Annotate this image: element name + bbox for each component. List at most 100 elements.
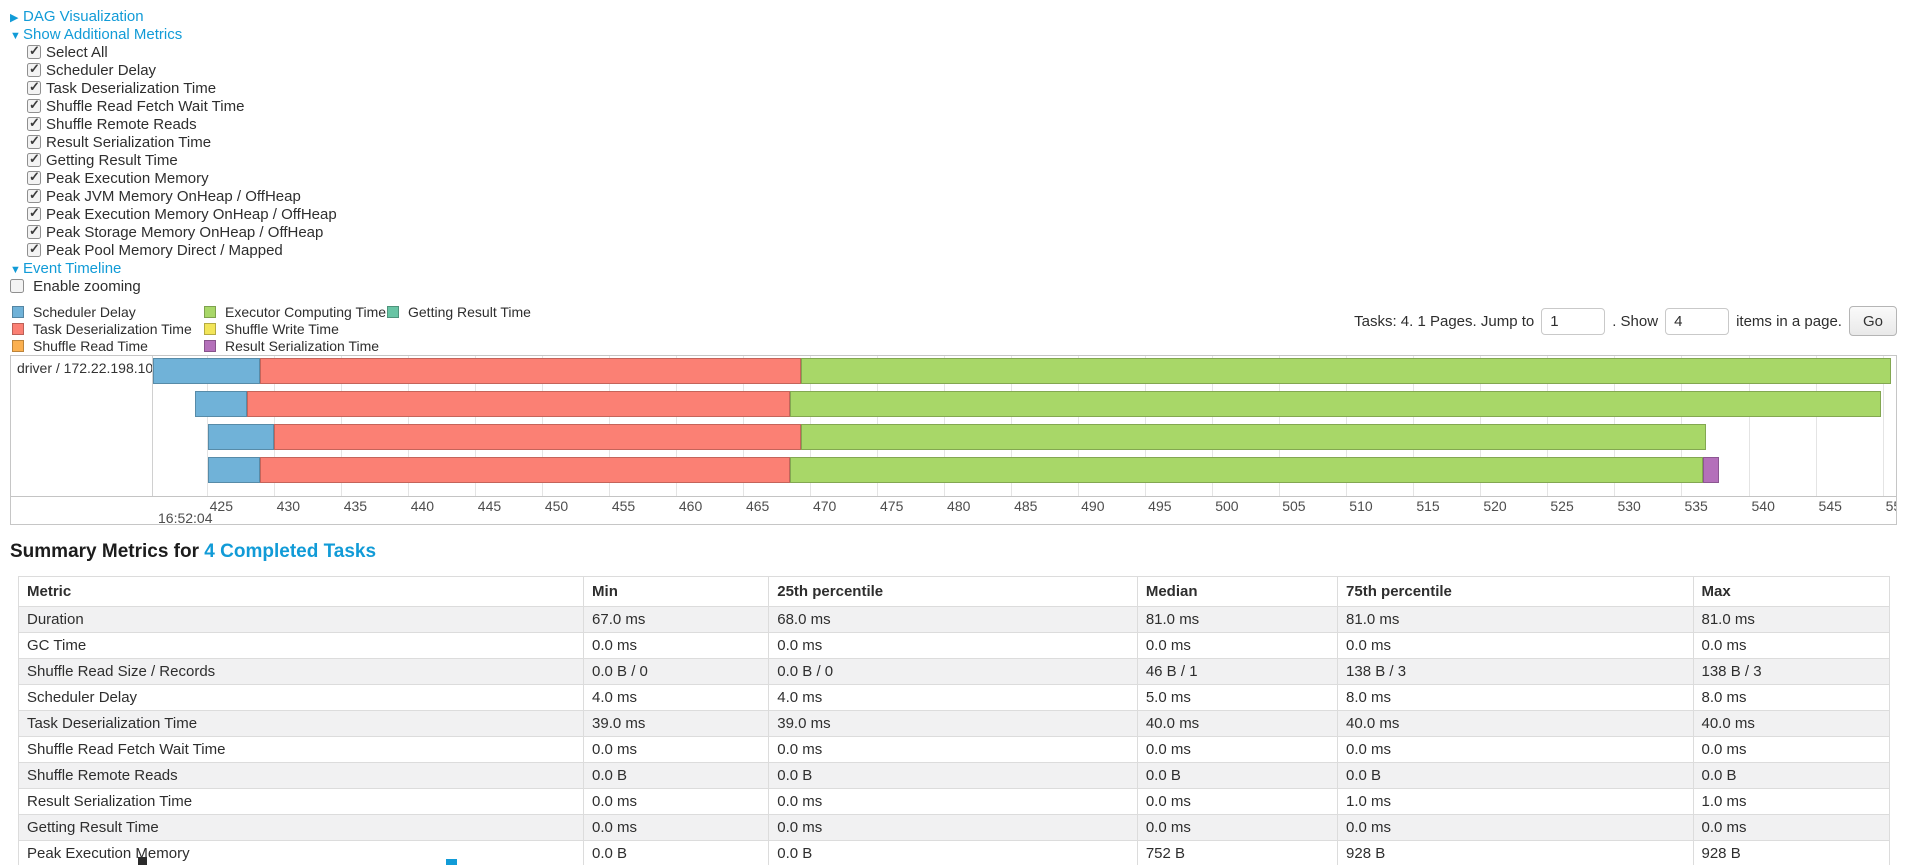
metric-value-cell: 0.0 ms: [1136, 736, 1339, 763]
task-deserialization-bar-segment[interactable]: [273, 424, 801, 450]
gridline: [1815, 356, 1817, 496]
metric-checkbox[interactable]: [27, 97, 41, 113]
metric-value-cell: 0.0 ms: [1692, 814, 1890, 841]
metric-value-cell: 0.0 B: [1692, 762, 1890, 789]
axis-tick-label: 525: [1550, 498, 1574, 514]
axis-tick-label: 500: [1215, 498, 1239, 514]
legend-label: Result Serialization Time: [225, 338, 380, 354]
metric-checkbox[interactable]: [27, 79, 41, 95]
task-deserialization-bar-segment[interactable]: [246, 391, 790, 417]
legend-column: Executor Computing Time Shuffle Write Tim…: [204, 304, 387, 355]
axis-tick-label: 485: [1014, 498, 1038, 514]
axis-tick-label: 515: [1416, 498, 1440, 514]
axis-tick-label: 455: [611, 498, 636, 514]
scheduler-delay-bar-segment[interactable]: [207, 424, 274, 450]
scheduler-delay-bar-segment[interactable]: [207, 457, 261, 483]
metric-checkbox[interactable]: [27, 205, 41, 221]
task-deserialization-bar-segment[interactable]: [260, 457, 790, 483]
collapsed-arrow-icon: ▶: [10, 12, 19, 24]
metric-value-cell: 5.0 ms: [1136, 684, 1339, 711]
metric-value-cell: 0.0 B / 0: [768, 658, 1138, 685]
column-header: Max: [1692, 576, 1890, 607]
metric-value-cell: 0.0 ms: [768, 632, 1138, 659]
table-row: Peak Execution Memory 0.0 B 0.0 B 752 B 928 …: [17, 840, 1890, 865]
metric-value-cell: 1.0 ms: [1337, 788, 1694, 815]
metric-checkbox[interactable]: [27, 61, 41, 77]
executor-computing-bar-segment[interactable]: [800, 424, 1706, 450]
metric-checkbox-item: Task Deserialization Time: [27, 79, 1897, 98]
enable-zooming-checkbox[interactable]: [10, 279, 24, 293]
scheduler-delay-bar-segment[interactable]: [194, 391, 247, 417]
metric-checkbox[interactable]: [27, 151, 41, 167]
metric-checkbox[interactable]: [27, 43, 41, 59]
metric-checkbox[interactable]: [27, 223, 41, 239]
axis-tick-label: 440: [410, 498, 435, 514]
axis-tick-label: 445: [477, 498, 502, 514]
metric-checkbox-label: Peak Pool Memory Direct / Mapped: [46, 242, 283, 259]
legend-item: Getting Result Time: [387, 304, 531, 321]
axis-tick-label: 550: [1885, 498, 1896, 514]
metric-value-cell: 0.0 ms: [583, 814, 770, 841]
additional-metrics-list: Select All Scheduler Delay Task Deserializ…: [10, 43, 1897, 260]
axis-tick-label: 475: [880, 498, 904, 514]
metric-value-cell: 81.0 ms: [1136, 606, 1339, 633]
metric-value-cell: 0.0 ms: [583, 632, 770, 659]
task-timeline-row: [153, 391, 1896, 417]
metric-checkbox[interactable]: [27, 187, 41, 203]
metric-checkbox[interactable]: [27, 115, 41, 131]
executor-computing-bar-segment[interactable]: [789, 457, 1703, 483]
metric-value-cell: 0.0 ms: [1136, 814, 1339, 841]
legend-item: Scheduler Delay: [12, 304, 204, 321]
scheduler-delay-bar-segment[interactable]: [153, 358, 261, 384]
metric-name-cell: Getting Result Time: [17, 814, 585, 841]
axis-tick-label: 520: [1483, 498, 1507, 514]
enable-zooming-label: Enable zooming: [33, 278, 141, 295]
table-row: Getting Result Time 0.0 ms 0.0 ms 0.0 ms 0.0…: [17, 814, 1890, 841]
task-deserialization-bar-segment[interactable]: [260, 358, 801, 384]
dag-visualization-link[interactable]: DAG Visualization: [23, 8, 144, 25]
dag-visualization-toggle[interactable]: ▶ DAG Visualization: [10, 8, 1897, 26]
axis-tick-label: 470: [812, 498, 837, 514]
task-timeline-row: [153, 424, 1896, 450]
metric-name-cell: Scheduler Delay: [17, 684, 585, 711]
executor-computing-bar-segment[interactable]: [800, 358, 1891, 384]
timeline-axis: 16:52:04 425 430 435 440 445 450 455 460 465 470 4…: [11, 496, 1896, 524]
metric-value-cell: 0.0 ms: [1692, 632, 1890, 659]
metric-checkbox[interactable]: [27, 169, 41, 185]
gridline: [1882, 356, 1884, 496]
column-header: 25th percentile: [768, 576, 1138, 607]
metric-value-cell: 46 B / 1: [1136, 658, 1339, 685]
metric-checkbox-item: Peak Pool Memory Direct / Mapped: [27, 241, 1897, 260]
metric-checkbox-label: Result Serialization Time: [46, 134, 212, 151]
show-additional-metrics-link[interactable]: Show Additional Metrics: [23, 26, 183, 43]
items-per-page-input[interactable]: [1665, 307, 1730, 335]
axis-tick-label: 450: [544, 498, 569, 514]
legend-item: Task Deserialization Time: [12, 321, 204, 338]
jump-to-page-input[interactable]: [1541, 307, 1606, 335]
go-button[interactable]: Go: [1848, 306, 1897, 336]
event-timeline-link[interactable]: Event Timeline: [23, 260, 122, 277]
metric-checkbox[interactable]: [27, 133, 41, 149]
legend-label: Scheduler Delay: [33, 304, 136, 320]
metric-name-cell: Result Serialization Time: [17, 788, 585, 815]
legend-column: Scheduler Delay Task Deserialization Time…: [12, 304, 204, 355]
axis-tick-label: 430: [276, 498, 301, 514]
result-serialization-bar-segment[interactable]: [1702, 457, 1719, 483]
metric-value-cell: 0.0 B: [583, 762, 770, 789]
metric-checkbox-label: Scheduler Delay: [46, 62, 157, 79]
metric-value-cell: 138 B / 3: [1692, 658, 1890, 685]
metric-name-cell: Task Deserialization Time: [17, 710, 585, 737]
legend-item: Shuffle Read Time: [12, 338, 204, 355]
metric-checkbox-item: Result Serialization Time: [27, 133, 1897, 152]
metric-value-cell: 0.0 ms: [583, 736, 770, 763]
completed-tasks-link[interactable]: 4 Completed Tasks: [204, 541, 377, 562]
show-additional-metrics-toggle[interactable]: ▼ Show Additional Metrics: [10, 26, 1897, 44]
executor-computing-bar-segment[interactable]: [789, 391, 1882, 417]
legend-item: Shuffle Write Time: [204, 321, 387, 338]
timeline-group-column: driver / 172.22.198.104: [11, 356, 153, 496]
metric-value-cell: 4.0 ms: [583, 684, 770, 711]
metric-checkbox[interactable]: [27, 241, 41, 257]
event-timeline-toggle[interactable]: ▼ Event Timeline: [10, 260, 1897, 278]
metric-value-cell: 40.0 ms: [1337, 710, 1694, 737]
metric-value-cell: 40.0 ms: [1692, 710, 1890, 737]
